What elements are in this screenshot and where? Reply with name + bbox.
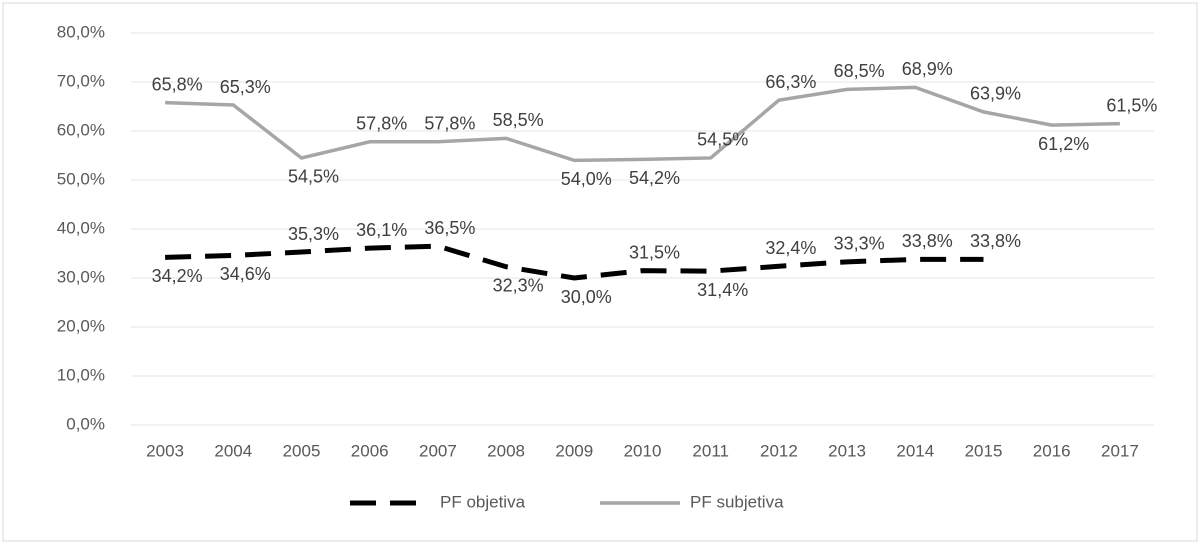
x-tick-label: 2005 — [283, 441, 321, 460]
x-tick-label: 2010 — [624, 441, 662, 460]
x-tick-label: 2003 — [146, 441, 184, 460]
x-tick-label: 2017 — [1101, 441, 1139, 460]
data-label: 33,8% — [970, 231, 1021, 251]
data-label: 54,2% — [629, 168, 680, 188]
y-tick-label: 80,0% — [57, 22, 105, 41]
data-label: 66,3% — [765, 72, 816, 92]
y-tick-label: 40,0% — [57, 218, 105, 237]
data-label: 32,3% — [493, 275, 544, 295]
line-series — [165, 243, 984, 281]
data-label: 57,8% — [424, 114, 475, 134]
data-label: 65,3% — [220, 77, 271, 97]
data-label: 54,5% — [288, 167, 339, 187]
legend-label: PF subjetiva — [690, 492, 784, 511]
data-label: 36,5% — [424, 218, 475, 238]
x-tick-label: 2007 — [419, 441, 457, 460]
x-tick-label: 2016 — [1033, 441, 1071, 460]
data-label: 31,4% — [697, 280, 748, 300]
y-tick-label: 0,0% — [66, 414, 105, 433]
y-tick-label: 20,0% — [57, 316, 105, 335]
data-label: 54,0% — [561, 169, 612, 189]
data-label: 58,5% — [493, 110, 544, 130]
data-label: 57,8% — [356, 114, 407, 134]
x-tick-label: 2015 — [965, 441, 1003, 460]
y-tick-label: 50,0% — [57, 169, 105, 188]
y-tick-label: 10,0% — [57, 365, 105, 384]
x-tick-label: 2012 — [760, 441, 798, 460]
data-label: 33,8% — [902, 231, 953, 251]
x-tick-label: 2013 — [828, 441, 866, 460]
y-tick-label: 70,0% — [57, 71, 105, 90]
data-label: 32,4% — [765, 238, 816, 258]
x-tick-label: 2009 — [555, 441, 593, 460]
data-label: 36,1% — [356, 220, 407, 240]
data-label: 63,9% — [970, 84, 1021, 104]
x-tick-label: 2004 — [214, 441, 252, 460]
data-label: 34,6% — [220, 264, 271, 284]
x-tick-label: 2006 — [351, 441, 389, 460]
y-tick-label: 30,0% — [57, 267, 105, 286]
data-label: 35,3% — [288, 224, 339, 244]
data-label: 30,0% — [561, 287, 612, 307]
legend-label: PF objetiva — [440, 492, 526, 511]
data-label: 31,5% — [629, 242, 680, 262]
line-series — [165, 85, 1120, 163]
x-tick-label: 2008 — [487, 441, 525, 460]
data-label: 65,8% — [152, 74, 203, 94]
data-label: 68,5% — [834, 61, 885, 81]
data-label: 34,2% — [152, 266, 203, 286]
x-tick-label: 2014 — [896, 441, 934, 460]
data-label: 61,5% — [1106, 95, 1157, 115]
x-tick-label: 2011 — [692, 441, 729, 460]
data-label: 61,2% — [1038, 134, 1089, 154]
data-label: 33,3% — [834, 234, 885, 254]
data-label: 54,5% — [697, 130, 748, 150]
y-tick-label: 60,0% — [57, 120, 105, 139]
data-label: 68,9% — [902, 59, 953, 79]
